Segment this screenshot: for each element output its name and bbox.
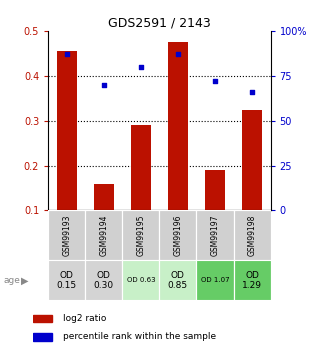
Bar [85, 210, 122, 260]
Point [138, 64, 143, 70]
Bar [242, 110, 262, 210]
Bar [57, 51, 77, 210]
Bar [122, 210, 159, 260]
Text: GSM99197: GSM99197 [211, 215, 220, 256]
Bar [159, 210, 197, 260]
Bar [122, 260, 159, 300]
Point [101, 82, 106, 88]
Text: ▶: ▶ [21, 275, 29, 285]
Text: OD
0.15: OD 0.15 [57, 270, 77, 290]
Text: OD 0.63: OD 0.63 [127, 277, 155, 283]
Text: GSM99193: GSM99193 [62, 215, 71, 256]
Bar [234, 210, 271, 260]
Bar [197, 210, 234, 260]
Bar [33, 333, 52, 341]
Text: OD
0.30: OD 0.30 [94, 270, 114, 290]
Bar [205, 170, 225, 210]
Bar [197, 260, 234, 300]
Bar [48, 260, 85, 300]
Text: OD
0.85: OD 0.85 [168, 270, 188, 290]
Bar [131, 125, 151, 210]
Bar [94, 184, 114, 210]
Text: age: age [3, 276, 20, 285]
Bar [159, 260, 197, 300]
Text: GSM99198: GSM99198 [248, 215, 257, 256]
Point [64, 52, 69, 57]
Point [249, 89, 254, 95]
Text: percentile rank within the sample: percentile rank within the sample [63, 332, 216, 341]
Text: GSM99195: GSM99195 [136, 215, 145, 256]
Text: GSM99196: GSM99196 [174, 215, 183, 256]
Text: OD
1.29: OD 1.29 [242, 270, 262, 290]
Point [212, 79, 217, 84]
Bar [33, 315, 52, 322]
Bar [85, 260, 122, 300]
Bar [234, 260, 271, 300]
Bar [168, 42, 188, 210]
Title: GDS2591 / 2143: GDS2591 / 2143 [108, 17, 211, 30]
Point [175, 52, 180, 57]
Text: log2 ratio: log2 ratio [63, 314, 107, 323]
Bar [48, 210, 85, 260]
Text: GSM99194: GSM99194 [99, 215, 108, 256]
Text: OD 1.07: OD 1.07 [201, 277, 229, 283]
